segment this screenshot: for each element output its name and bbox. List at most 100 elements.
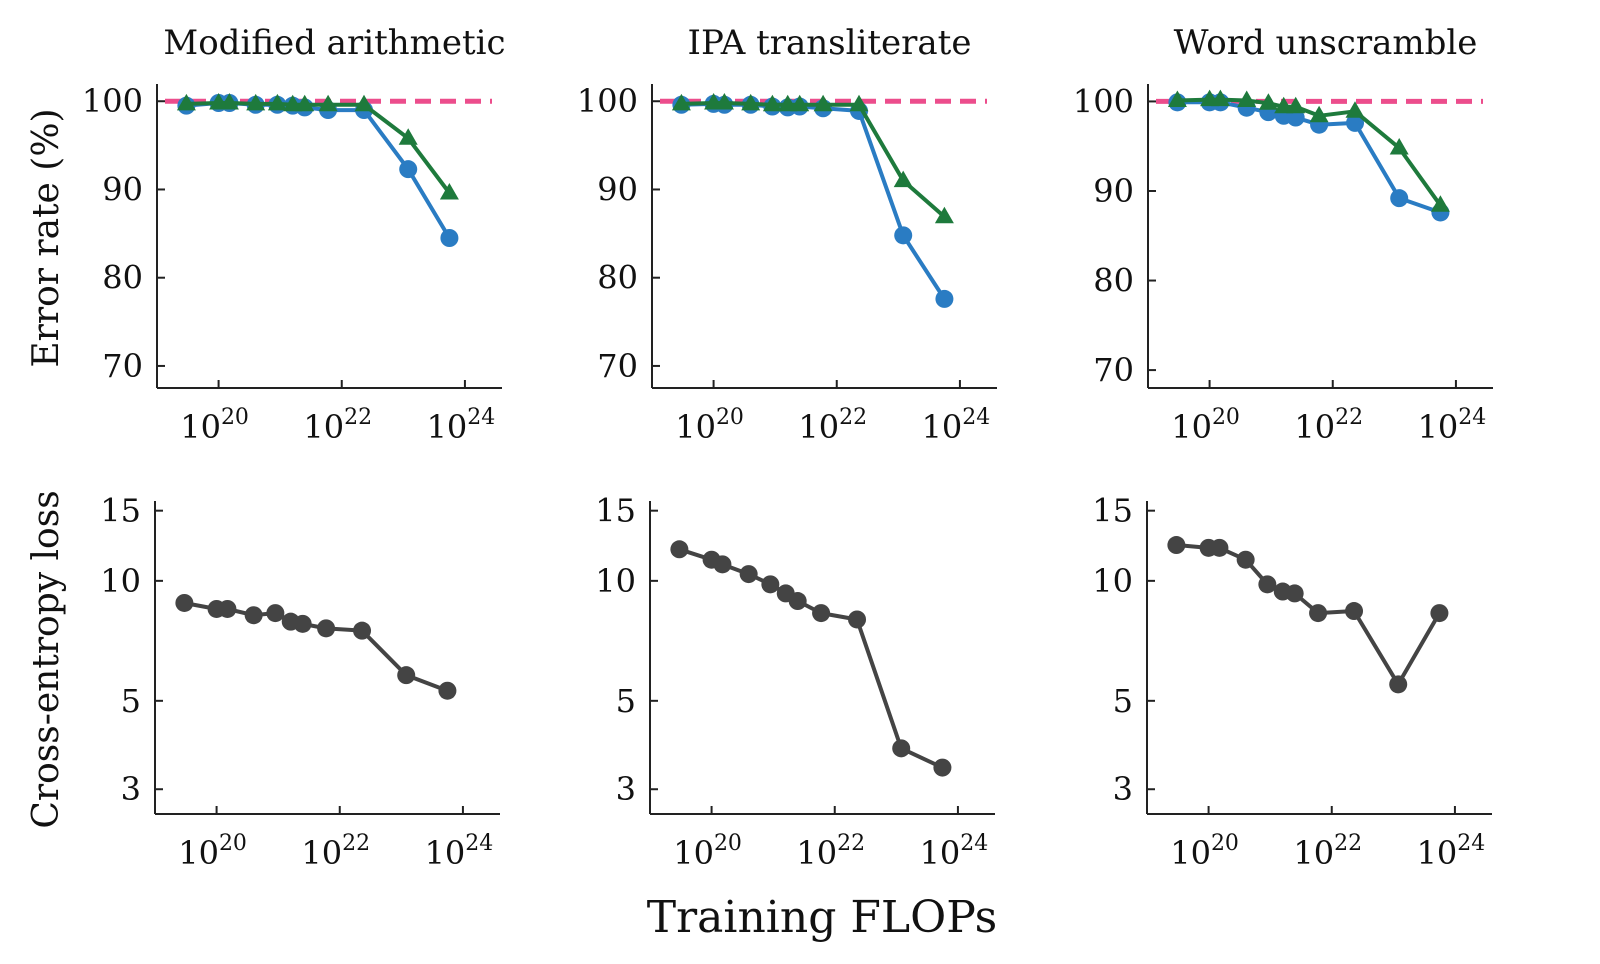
- series-triangle-point: [1210, 89, 1230, 107]
- cross-entropy-point: [848, 610, 867, 629]
- chart-panel-3: Word unscramble 70 80 90 100 1020 1022 1024: [1073, 23, 1493, 446]
- series-triangle-point: [849, 94, 869, 112]
- x-tick-label: 1024: [1417, 831, 1486, 872]
- cross-entropy-point: [1167, 536, 1186, 555]
- x-tick-label: 1024: [427, 405, 496, 446]
- cross-entropy-point: [788, 592, 807, 611]
- series-triangle-point: [176, 93, 196, 111]
- y-tick-label: 5: [121, 682, 141, 720]
- y-tick-label: 90: [1093, 172, 1134, 210]
- series-triangle-point: [283, 94, 303, 112]
- y-tick-label: 80: [102, 259, 143, 297]
- cross-entropy-point: [353, 621, 372, 640]
- y-axis-label: Cross-entropy loss: [26, 490, 67, 828]
- series-triangle-point: [934, 206, 954, 224]
- shared-x-axis-label: Training FLOPs: [647, 892, 997, 943]
- cross-entropy-point: [317, 619, 336, 638]
- x-tick-label: 1022: [301, 831, 370, 872]
- series-triangle-line: [681, 101, 946, 219]
- series-triangle-point: [762, 94, 782, 112]
- cross-entropy-point: [1258, 575, 1277, 594]
- chart-panel-4: Cross-entropy loss 3 5 10 15 1020 1022 1024: [26, 490, 500, 872]
- x-tick-label: 1020: [673, 831, 742, 872]
- y-tick-label: 15: [1092, 492, 1133, 530]
- x-tick-label: 1022: [798, 405, 867, 446]
- panels: Modified arithmetic Error rate (%) 70 80 90 1…: [26, 23, 1493, 872]
- x-tick-label: 1024: [922, 405, 991, 446]
- x-tick-label: 1020: [1171, 405, 1240, 446]
- series-triangle-point: [1389, 138, 1409, 155]
- y-tick-label: 100: [82, 82, 143, 120]
- series-triangle-point: [1430, 195, 1450, 212]
- series-triangle-point: [354, 94, 374, 112]
- cross-entropy-point: [1210, 538, 1229, 557]
- chart-title: Word unscramble: [1174, 23, 1478, 63]
- series-triangle-point: [778, 94, 798, 112]
- series-triangle-point: [813, 94, 833, 112]
- y-tick-label: 100: [1073, 82, 1134, 120]
- cross-entropy-point: [713, 555, 732, 574]
- x-tick-label: 1022: [796, 831, 865, 872]
- series-triangle-point: [219, 93, 239, 110]
- series-circle-point: [399, 160, 418, 179]
- y-tick-label: 3: [616, 770, 636, 808]
- series-triangle-point: [439, 183, 459, 200]
- y-tick-label: 10: [1092, 562, 1133, 600]
- chart-panel-2: IPA transliterate 70 80 90 100 1020 1022 1024: [577, 23, 997, 446]
- y-axis-label: Error rate (%): [26, 108, 67, 367]
- x-tick-label: 1024: [1418, 405, 1487, 446]
- cross-entropy-line: [1176, 543, 1442, 687]
- cross-entropy-point: [1285, 584, 1304, 603]
- series-triangle-point: [295, 94, 315, 112]
- x-tick-label: 1024: [425, 831, 494, 872]
- series-triangle-point: [1309, 105, 1329, 123]
- y-tick-label: 70: [102, 347, 143, 385]
- series-triangle-point: [318, 94, 338, 112]
- y-tick-label: 80: [1093, 262, 1134, 300]
- series-triangle-point: [1258, 93, 1278, 110]
- y-tick-label: 10: [100, 562, 141, 600]
- chart-panel-6: 3 5 10 15 1020 1022 1024: [1092, 492, 1492, 872]
- y-tick-label: 15: [595, 492, 636, 530]
- cross-entropy-point: [1345, 602, 1364, 621]
- y-tick-label: 5: [616, 682, 636, 720]
- cross-entropy-point: [218, 599, 237, 618]
- series-triangle-point: [741, 93, 761, 111]
- series-triangle-point: [714, 93, 734, 110]
- cross-entropy-point: [1430, 604, 1449, 623]
- cross-entropy-point: [670, 540, 689, 559]
- cross-entropy-point: [812, 604, 831, 623]
- x-tick-label: 1024: [920, 831, 989, 872]
- y-tick-label: 90: [102, 170, 143, 208]
- series-triangle-point: [671, 93, 691, 111]
- series-circle-line: [681, 101, 947, 300]
- series-triangle-point: [790, 94, 810, 112]
- cross-entropy-point: [739, 565, 758, 584]
- cross-entropy-point: [933, 758, 952, 777]
- chart-title: IPA transliterate: [688, 23, 972, 63]
- y-tick-label: 3: [1113, 770, 1133, 808]
- x-tick-label: 1020: [675, 405, 744, 446]
- cross-entropy-point: [1236, 550, 1255, 569]
- cross-entropy-point: [1309, 604, 1328, 623]
- series-triangle-point: [1286, 96, 1306, 114]
- cross-entropy-point: [293, 614, 312, 633]
- cross-entropy-point: [175, 593, 194, 612]
- y-tick-label: 15: [100, 492, 141, 530]
- cross-entropy-point: [1389, 675, 1408, 694]
- chart-title: Modified arithmetic: [163, 23, 505, 63]
- x-tick-label: 1022: [1293, 831, 1362, 872]
- chart-panel-5: 3 5 10 15 1020 1022 1024: [595, 492, 995, 872]
- cross-entropy-point: [244, 606, 263, 625]
- series-triangle-line: [186, 101, 451, 195]
- x-tick-label: 1022: [303, 405, 372, 446]
- x-tick-label: 1020: [180, 405, 249, 446]
- cross-entropy-point: [397, 666, 416, 685]
- x-tick-label: 1022: [1294, 405, 1363, 446]
- x-tick-label: 1020: [1170, 831, 1239, 872]
- series-circle-point: [935, 289, 954, 308]
- cross-entropy-point: [438, 681, 457, 700]
- y-tick-label: 80: [597, 259, 638, 297]
